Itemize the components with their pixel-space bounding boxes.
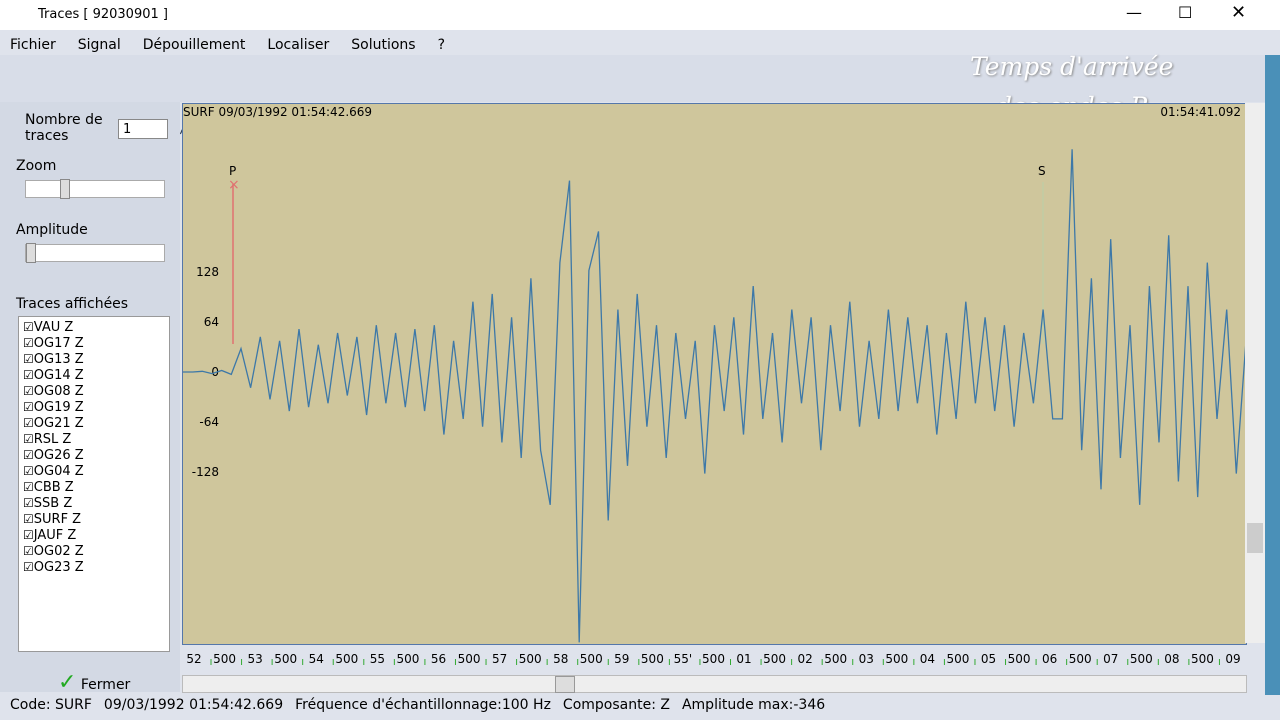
left-panel: Nombre de traces 1 Zoom Amplitude Traces… [0, 102, 180, 695]
time-label: 54 [309, 652, 324, 666]
time-label: 500 [947, 652, 970, 666]
close-window[interactable]: ✕ [1231, 2, 1247, 23]
time-label: 55 [370, 652, 385, 666]
time-label: 07 [1103, 652, 1118, 666]
trace-item[interactable]: OG04 Z [23, 463, 165, 479]
count-label: Nombre de traces [25, 112, 103, 144]
menu-item[interactable]: Fichier [10, 37, 56, 53]
zoom-slider[interactable] [25, 179, 165, 199]
time-label: 500 [763, 652, 786, 666]
overlay-1: Temps d'arrivée [970, 52, 1174, 81]
time-label: 500 [641, 652, 664, 666]
time-label: 500 [519, 652, 542, 666]
menu-item[interactable]: Solutions [351, 37, 416, 53]
time-label: 500 [458, 652, 481, 666]
trace-item[interactable]: OG21 Z [23, 415, 165, 431]
trace-item[interactable]: SSB Z [23, 495, 165, 511]
y-tick-label: -128 [192, 465, 219, 479]
status-field: Composante: Z [562, 697, 670, 713]
y-tick-label: 64 [204, 315, 219, 329]
time-label: 52 [186, 652, 201, 666]
time-label: 08 [1164, 652, 1179, 666]
time-label: 500 [824, 652, 847, 666]
time-label: 500 [1069, 652, 1092, 666]
time-label: 500 [396, 652, 419, 666]
time-label: 05 [981, 652, 996, 666]
time-label: 09 [1225, 652, 1240, 666]
desktop-edge [1265, 55, 1280, 695]
menu-bar: Fichier Signal Dépouillement Localiser Solut… [10, 34, 467, 53]
trace-item[interactable]: OG19 Z [23, 399, 165, 415]
amplitude-label: Amplitude [16, 222, 88, 238]
time-label: 03 [859, 652, 874, 666]
time-label: 56 [431, 652, 446, 666]
trace-item[interactable]: OG26 Z [23, 447, 165, 463]
trace-item[interactable]: OG08 Z [23, 383, 165, 399]
zoom-label: Zoom [16, 158, 57, 174]
close-text: Fermer [80, 677, 131, 693]
waveform [183, 149, 1246, 643]
close-button[interactable]: ✓ Fermer [58, 670, 131, 695]
time-label: 500 [335, 652, 358, 666]
amplitude-slider[interactable] [25, 243, 165, 263]
status-field: Fréquence d'échantillonnage:100 Hz [295, 697, 551, 713]
time-label: 57 [492, 652, 507, 666]
trace-plot: SURF 09/03/1992 01:54:42.669 01:54:41.09… [182, 103, 1247, 645]
time-axis: 52 500 53 500 54 500 55 500 56 500 57 500 58 500 59 500… [186, 652, 1240, 666]
time-label: 500 [702, 652, 725, 666]
time-label: 500 [885, 652, 908, 666]
trace-item[interactable]: CBB Z [23, 479, 165, 495]
status-field: Amplitude max:-346 [681, 697, 826, 713]
time-label: 55' [674, 652, 693, 666]
status-bar: Code: SURF 09/03/1992 01:54:42.669 Fréquen… [10, 697, 837, 713]
minimize[interactable]: — [1126, 3, 1142, 22]
count-spinner[interactable]: 1 [118, 119, 168, 139]
header-right: 01:54:41.092 [1160, 105, 1241, 119]
time-label: 06 [1042, 652, 1057, 666]
time-label: 500 [213, 652, 236, 666]
trace-item[interactable]: RSL Z [23, 431, 165, 447]
y-tick-label: -64 [199, 415, 219, 429]
y-tick-label: 128 [196, 265, 219, 279]
header-left: SURF 09/03/1992 01:54:42.669 [183, 105, 372, 119]
time-label: 500 [1130, 652, 1153, 666]
time-label: 59 [614, 652, 629, 666]
trace-item[interactable]: VAU Z [23, 319, 165, 335]
s-label: S [1038, 164, 1046, 178]
trace-item[interactable]: OG02 Z [23, 543, 165, 559]
trace-item[interactable]: SURF Z [23, 511, 165, 527]
menu-item[interactable]: Dépouillement [142, 37, 246, 53]
time-label: 53 [247, 652, 262, 666]
time-label: 04 [920, 652, 935, 666]
time-label: 02 [798, 652, 813, 666]
traces-title: Traces affichées [16, 296, 129, 312]
trace-item[interactable]: OG13 Z [23, 351, 165, 367]
trace-item[interactable]: OG17 Z [23, 335, 165, 351]
h-scrollbar[interactable] [182, 675, 1247, 693]
time-label: 500 [1191, 652, 1214, 666]
status-field: 09/03/1992 01:54:42.669 [103, 697, 284, 713]
time-label: 500 [580, 652, 603, 666]
trace-item[interactable]: JAUF Z [23, 527, 165, 543]
p-label: P [229, 164, 236, 178]
time-label: 500 [1008, 652, 1031, 666]
menu-item[interactable]: Signal [77, 37, 121, 53]
v-scrollbar[interactable] [1245, 103, 1265, 643]
time-label: 58 [553, 652, 568, 666]
menu-item[interactable]: ? [437, 37, 446, 53]
trace-list: VAU ZOG17 ZOG13 ZOG14 ZOG08 ZOG19 ZOG21 … [18, 316, 170, 652]
status-field: Code: SURF [10, 697, 92, 713]
time-label: 500 [274, 652, 297, 666]
window-title: Traces [ 92030901 ] [38, 7, 168, 22]
trace-item[interactable]: OG14 Z [23, 367, 165, 383]
p-cross: × [228, 177, 240, 193]
trace-item[interactable]: OG23 Z [23, 559, 165, 575]
title-bar: Traces [ 92030901 ] — ☐ ✕ [0, 0, 1280, 30]
time-label: 01 [736, 652, 751, 666]
maximize[interactable]: ☐ [1178, 3, 1193, 22]
menu-item[interactable]: Localiser [267, 37, 330, 53]
